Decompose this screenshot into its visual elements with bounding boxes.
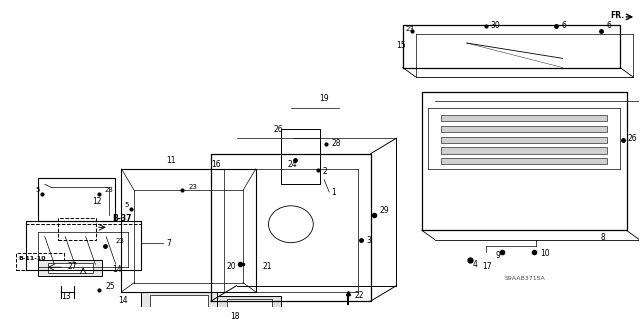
Bar (441, 158, 607, 164)
Text: 13: 13 (61, 293, 70, 301)
Bar (218, 296, 282, 316)
Text: 4: 4 (473, 260, 478, 269)
Text: 26: 26 (628, 134, 637, 143)
Text: B-11-10: B-11-10 (18, 256, 45, 261)
Text: 3: 3 (366, 236, 371, 245)
Bar (150, 295, 208, 310)
Text: 14: 14 (112, 265, 122, 274)
Text: 7: 7 (166, 239, 171, 248)
Text: 19: 19 (319, 94, 329, 103)
Text: B-37: B-37 (112, 214, 131, 223)
Bar (441, 137, 607, 143)
Bar (441, 115, 607, 121)
Text: S9AAB3715A: S9AAB3715A (505, 276, 546, 280)
Bar (227, 300, 272, 313)
Text: 28: 28 (331, 139, 340, 148)
Text: 5: 5 (35, 187, 40, 193)
Bar (441, 147, 607, 153)
Text: 17: 17 (483, 262, 492, 271)
Text: 23: 23 (115, 238, 124, 244)
Bar (16, 253, 64, 270)
Text: 1: 1 (331, 188, 336, 197)
Text: 2: 2 (323, 167, 328, 175)
Text: 6: 6 (606, 21, 611, 30)
Text: 16: 16 (211, 160, 221, 169)
Text: 15: 15 (396, 41, 406, 50)
Text: 20: 20 (227, 262, 237, 271)
Bar (58, 218, 96, 240)
Text: 23: 23 (405, 26, 414, 32)
Bar (26, 224, 141, 270)
Text: 24: 24 (288, 160, 298, 169)
Text: 23: 23 (104, 187, 113, 193)
Text: 23: 23 (189, 184, 198, 190)
Text: 30: 30 (490, 21, 500, 30)
Text: 26: 26 (274, 125, 284, 134)
Text: 9: 9 (495, 251, 500, 260)
Text: 14: 14 (118, 296, 128, 305)
Text: 21: 21 (262, 262, 271, 271)
Text: 22: 22 (355, 291, 364, 300)
Bar (441, 126, 607, 132)
Text: 8: 8 (601, 233, 605, 241)
Text: 12: 12 (93, 197, 102, 206)
Bar (48, 263, 93, 273)
Bar (141, 292, 218, 313)
Text: 27: 27 (67, 262, 77, 271)
Text: 10: 10 (540, 249, 550, 258)
Bar (38, 260, 102, 277)
Text: FR.: FR. (611, 11, 625, 20)
Text: 5: 5 (125, 202, 129, 208)
Text: 11: 11 (166, 156, 176, 165)
Text: 18: 18 (230, 313, 239, 319)
Text: 25: 25 (106, 282, 115, 291)
Text: 6: 6 (561, 21, 566, 30)
Text: 29: 29 (379, 206, 388, 216)
